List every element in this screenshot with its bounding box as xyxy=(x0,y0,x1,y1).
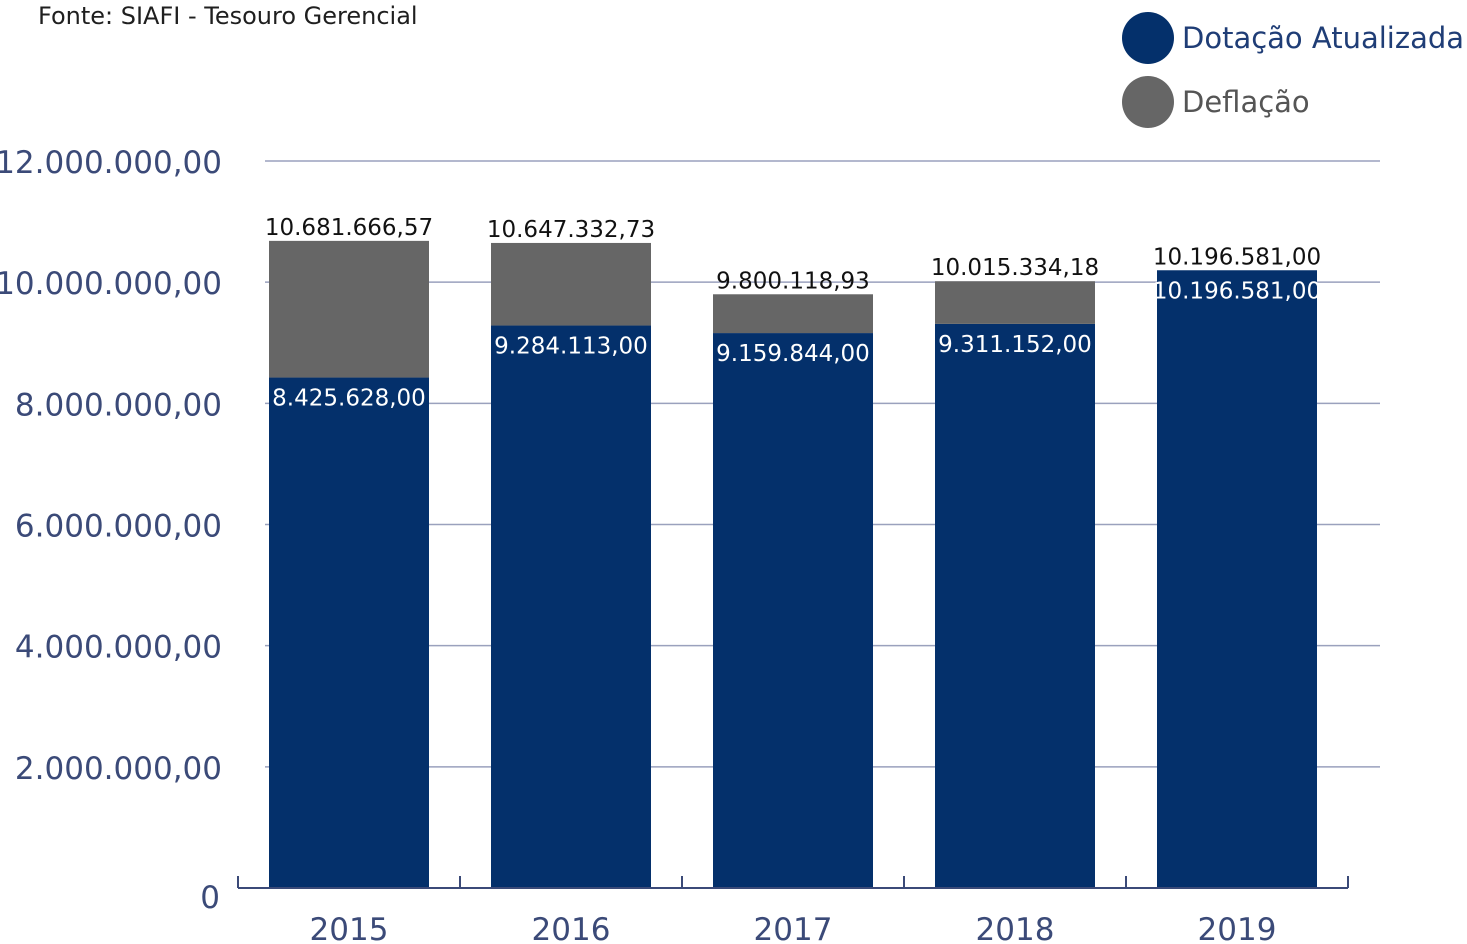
data-label-dotacao: 8.425.628,00 xyxy=(272,386,426,412)
x-tick-label: 2017 xyxy=(754,912,833,944)
legend-label-dotacao: Dotação Atualizada xyxy=(1182,21,1465,55)
bar-dotacao xyxy=(935,323,1095,888)
bar-deflacao xyxy=(713,294,873,334)
legend-item-dotacao: Dotação Atualizada xyxy=(1122,6,1464,70)
x-tick-label: 2019 xyxy=(1198,912,1277,944)
data-label-total: 10.015.334,18 xyxy=(931,255,1099,281)
bar-dotacao xyxy=(713,333,873,888)
bar-deflacao xyxy=(935,281,1095,324)
legend-item-deflacao: Deflação xyxy=(1122,70,1464,134)
y-tick-label: 6.000.000,00 xyxy=(15,509,222,545)
data-label-total: 10.681.666,57 xyxy=(265,215,433,241)
bar-dotacao xyxy=(269,377,429,888)
legend-label-deflacao: Deflação xyxy=(1182,85,1310,119)
data-label-dotacao: 9.284.113,00 xyxy=(494,334,648,360)
data-label-total: 10.647.332,73 xyxy=(487,217,655,243)
x-tick-label: 2018 xyxy=(976,912,1055,944)
bar-dotacao xyxy=(1157,270,1317,888)
x-tick-label: 2016 xyxy=(532,912,611,944)
x-tick-label: 2015 xyxy=(310,912,389,944)
y-tick-label: 12.000.000,00 xyxy=(0,145,222,181)
data-label-total: 10.196.581,00 xyxy=(1153,244,1321,270)
bar-dotacao xyxy=(491,325,651,888)
data-label-dotacao: 9.159.844,00 xyxy=(716,341,870,367)
y-tick-label: 0 xyxy=(200,880,220,916)
bar-deflacao xyxy=(491,242,651,326)
y-tick-label: 4.000.000,00 xyxy=(15,630,222,666)
legend-swatch-deflacao xyxy=(1122,76,1174,128)
chart-legend: Dotação Atualizada Deflação xyxy=(1122,6,1464,134)
data-label-dotacao: 10.196.581,00 xyxy=(1153,278,1321,304)
y-tick-label: 2.000.000,00 xyxy=(15,751,222,787)
source-note: Fonte: SIAFI - Tesouro Gerencial xyxy=(38,2,418,30)
y-tick-label: 10.000.000,00 xyxy=(0,266,222,302)
data-label-dotacao: 9.311.152,00 xyxy=(938,332,1092,358)
data-label-total: 9.800.118,93 xyxy=(716,268,870,294)
bar-deflacao xyxy=(269,240,429,378)
legend-swatch-dotacao xyxy=(1122,12,1174,64)
y-tick-label: 8.000.000,00 xyxy=(15,387,222,423)
